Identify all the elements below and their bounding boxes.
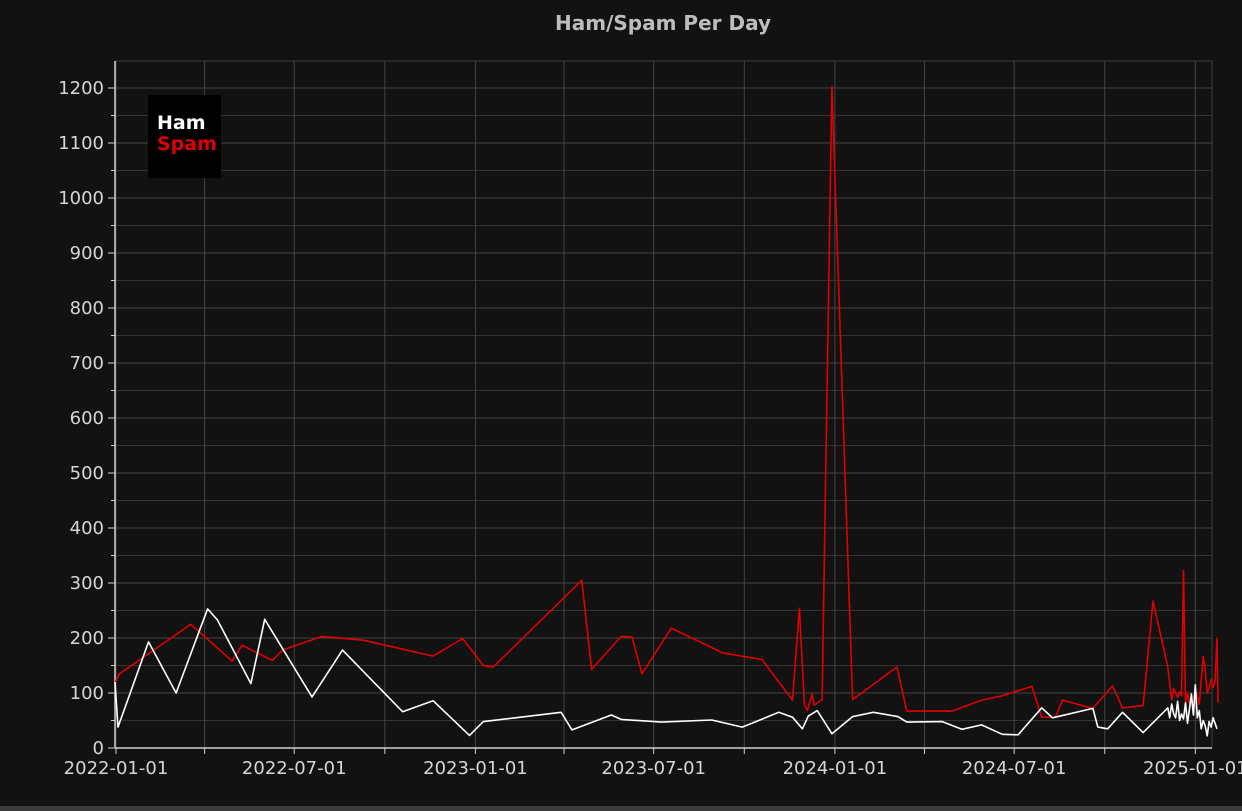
y-tick-label: 300 bbox=[70, 573, 104, 594]
x-tick-label: 2024-01-01 bbox=[783, 758, 888, 779]
y-tick-label: 600 bbox=[70, 408, 104, 429]
x-tick-label: 2022-01-01 bbox=[64, 758, 169, 779]
y-tick-label: 900 bbox=[70, 243, 104, 264]
y-tick-label: 1000 bbox=[58, 188, 104, 209]
series-layer bbox=[114, 85, 1220, 737]
y-tick-label: 700 bbox=[70, 353, 104, 374]
x-tick-label: 2023-07-01 bbox=[601, 758, 706, 779]
y-tick-label: 200 bbox=[70, 628, 104, 649]
y-tick-label: 100 bbox=[70, 683, 104, 704]
x-tick-label: 2024-07-01 bbox=[962, 758, 1067, 779]
legend-box bbox=[148, 95, 221, 178]
y-tick-label: 1200 bbox=[58, 78, 104, 99]
legend: Ham Spam bbox=[148, 95, 221, 178]
y-tick-label: 0 bbox=[93, 738, 104, 759]
y-tick-label: 800 bbox=[70, 298, 104, 319]
x-tick-label: 2025-01-01 bbox=[1143, 758, 1242, 779]
legend-entry-ham: Ham bbox=[157, 112, 206, 134]
chart-title: Ham/Spam Per Day bbox=[555, 11, 771, 35]
y-tick-label: 400 bbox=[70, 518, 104, 539]
y-tick-label: 500 bbox=[70, 463, 104, 484]
x-tick-label: 2023-01-01 bbox=[423, 758, 528, 779]
bottom-edge-strip bbox=[0, 806, 1242, 811]
y-tick-label: 1100 bbox=[58, 133, 104, 154]
legend-entry-spam: Spam bbox=[157, 133, 217, 155]
series-line-ham bbox=[114, 608, 1218, 737]
x-tick-label: 2022-07-01 bbox=[242, 758, 347, 779]
axes: 0 100 200 300 400 500 600 700 800 900 1000 1100 1200… bbox=[58, 61, 1242, 779]
